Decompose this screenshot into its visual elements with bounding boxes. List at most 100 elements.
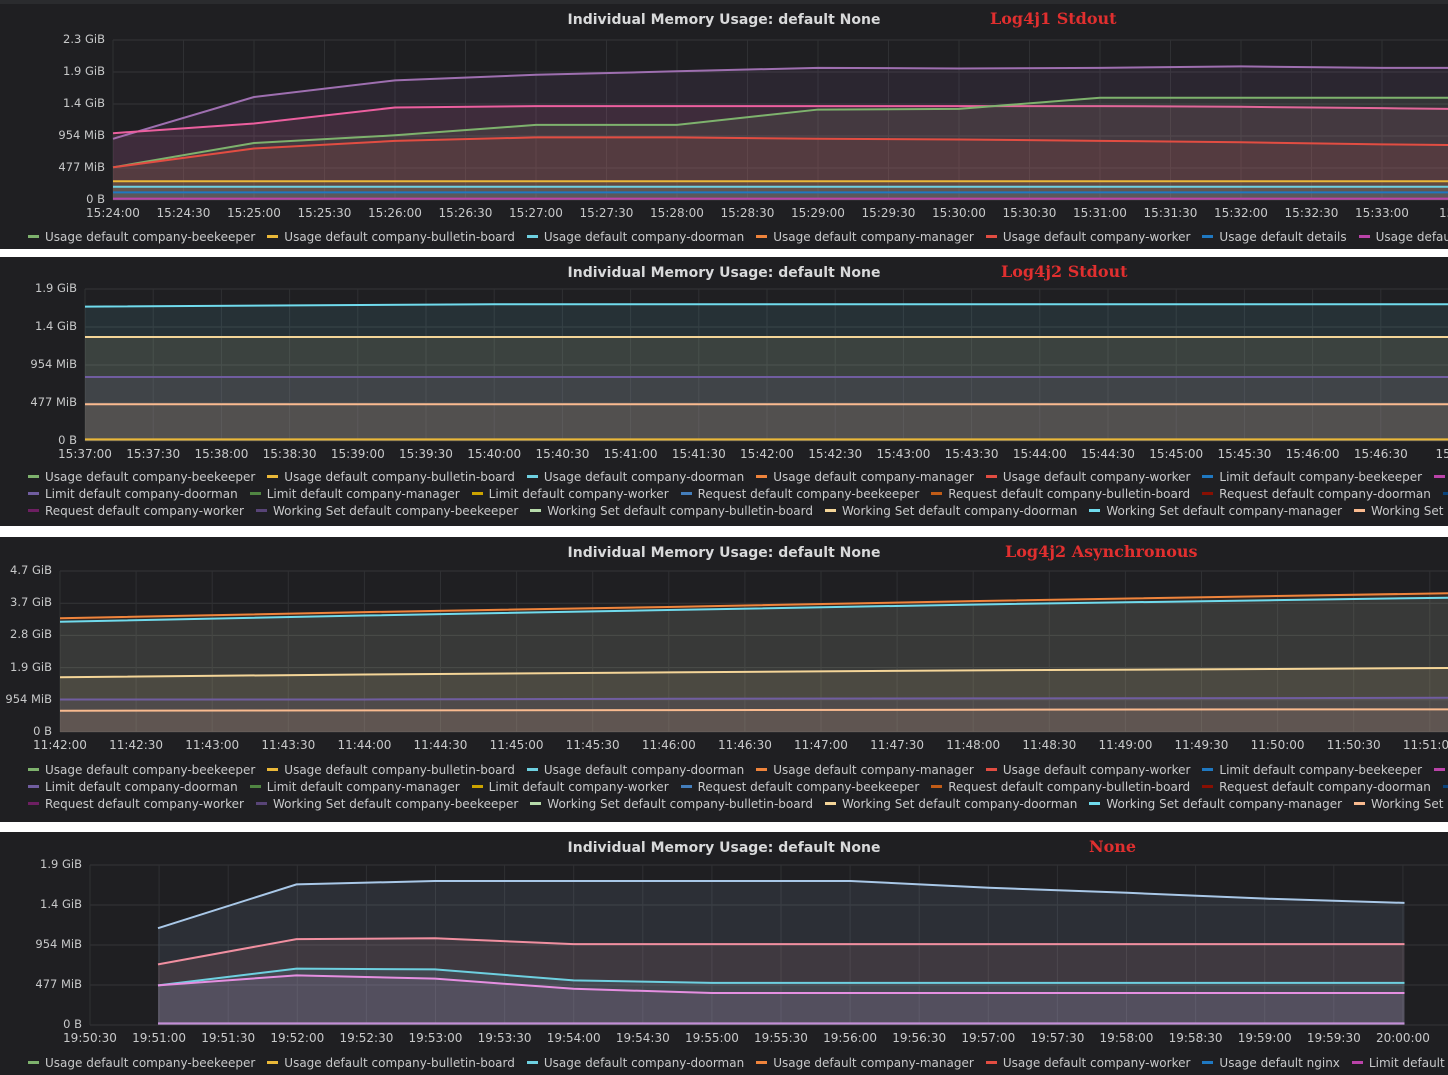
- series-line: [112, 105, 1448, 135]
- legend-swatch: [824, 509, 836, 512]
- legend-item[interactable]: Usage default nginx: [1202, 1056, 1340, 1070]
- legend-item[interactable]: Limit default company-manager: [249, 780, 460, 794]
- panel-title: Individual Memory Usage: default None: [567, 265, 881, 281]
- legend-item[interactable]: Usage default company-beekeeper: [28, 763, 255, 777]
- legend-label: Limit default company-beekeeper: [1219, 470, 1423, 484]
- legend-item[interactable]: Working Set default company-bulletin-boa…: [530, 504, 813, 518]
- legend-label: Usage default company-bulletin-board: [284, 470, 515, 484]
- legend-item[interactable]: Limit default company-beekeeper: [1202, 470, 1422, 484]
- legend-item[interactable]: Usage default company-bulletin-board: [267, 763, 515, 777]
- legend-item[interactable]: Request default company-beekeeper: [680, 780, 919, 794]
- legend-item[interactable]: Usage default company-bulletin-board: [267, 470, 515, 484]
- legend-swatch: [680, 492, 692, 495]
- legend-item[interactable]: Usage default company-beekeeper: [28, 1056, 255, 1070]
- legend-swatch: [1089, 509, 1101, 512]
- legend-item[interactable]: Request default company-doorman: [1202, 780, 1431, 794]
- legend-item[interactable]: Request default company-doorman: [1202, 487, 1431, 501]
- x-tick-label: 15:4: [1435, 447, 1448, 461]
- legend-item[interactable]: Usage default company-manager: [756, 470, 974, 484]
- series-line: [59, 592, 1448, 620]
- legend-item[interactable]: Limit default company-manager: [249, 487, 460, 501]
- y-tick-label: 954 MiB: [35, 937, 82, 951]
- legend-item[interactable]: Request default com: [1442, 780, 1448, 794]
- series-line: [60, 696, 1448, 701]
- legend-item[interactable]: Usage default company-doorman: [526, 763, 744, 777]
- x-tick-label: 11:43:00: [185, 738, 240, 752]
- legend-item[interactable]: Usage default company-beekeeper: [28, 470, 255, 484]
- legend-item[interactable]: Usage default company-worker: [985, 230, 1190, 244]
- legend-item[interactable]: Request default company-worker: [28, 504, 244, 518]
- y-tick-label: 4.7 GiB: [10, 563, 52, 577]
- legend-swatch: [1434, 768, 1446, 771]
- legend-item[interactable]: Usage default company-doorman: [526, 470, 744, 484]
- legend-item[interactable]: Working Set default company-bulletin-boa…: [530, 797, 813, 811]
- legend-item[interactable]: Usage default discovery: [1358, 230, 1448, 244]
- x-tick-label: 11:51:00: [1402, 738, 1448, 752]
- legend-item[interactable]: Limit default company: [1434, 763, 1448, 777]
- legend-label: Usage default company-worker: [1002, 470, 1191, 484]
- legend-item[interactable]: Limit default company-worker: [471, 487, 669, 501]
- panel-title: Individual Memory Usage: default None: [567, 545, 881, 561]
- legend-item[interactable]: Limit default company-bu: [1434, 470, 1448, 484]
- x-tick-label: 11:47:30: [870, 738, 925, 752]
- y-tick-label: 954 MiB: [5, 691, 52, 706]
- x-tick-label: 11:44:00: [337, 738, 392, 752]
- legend-item[interactable]: Request default company-worker: [28, 797, 244, 811]
- panel-log4j2-asynchronous: Individual Memory Usage: default None Lo…: [0, 537, 1448, 822]
- legend-item[interactable]: Request default compar: [1442, 487, 1448, 501]
- legend-item[interactable]: Usage default company-doorman: [526, 230, 744, 244]
- legend-item[interactable]: Working Set default company-worker: [1354, 504, 1448, 518]
- legend-item[interactable]: Working Set default company-doorman: [824, 504, 1077, 518]
- legend-item[interactable]: Usage default company-worker: [985, 763, 1190, 777]
- legend-swatch: [249, 785, 261, 788]
- legend-swatch: [255, 802, 267, 805]
- y-tick-label: 2.3 GiB: [63, 32, 105, 46]
- legend-item[interactable]: Limit default company-doorman: [28, 780, 238, 794]
- legend-item[interactable]: Usage default details: [1202, 230, 1347, 244]
- series-area: [85, 304, 1448, 441]
- legend-item[interactable]: Usage default company-bulletin-board: [267, 230, 515, 244]
- x-tick-label: 15:32:00: [1214, 206, 1268, 220]
- legend-label: Limit default company-worker: [488, 487, 669, 501]
- chart-plot: [84, 288, 1448, 442]
- series-area: [60, 697, 1448, 732]
- legend-swatch: [1202, 1061, 1214, 1064]
- legend-item[interactable]: Usage default company-worker: [985, 1056, 1190, 1070]
- legend-item[interactable]: Limit default company-beekeeper: [1351, 1056, 1448, 1070]
- legend-swatch: [931, 492, 943, 495]
- legend-item[interactable]: Working Set default company-doorman: [824, 797, 1077, 811]
- legend-item[interactable]: Usage default company-worker: [985, 470, 1191, 484]
- legend-item[interactable]: Working Set default company-beekeeper: [255, 797, 518, 811]
- legend-item[interactable]: Usage default company-beekeeper: [28, 230, 255, 244]
- legend-item[interactable]: Limit default company-doorman: [28, 487, 238, 501]
- series-area: [85, 377, 1448, 441]
- chart-legend: Usage default company-beekeeper Usage def…: [28, 470, 1448, 521]
- chart-plot: [112, 39, 1448, 201]
- x-tick-label: 15:25:30: [297, 206, 352, 220]
- y-tick-label: 954 MiB: [30, 357, 77, 371]
- legend-item[interactable]: Limit default company-worker: [471, 780, 669, 794]
- legend-swatch: [1202, 492, 1214, 495]
- legend-swatch: [530, 509, 542, 512]
- x-tick-label: 15:37:30: [126, 447, 181, 461]
- series-line: [157, 937, 1405, 966]
- legend-item[interactable]: Working Set default company-manager: [1089, 797, 1342, 811]
- legend-item[interactable]: Usage default company-bulletin-board: [267, 1056, 515, 1070]
- legend-label: Usage default company-bulletin-board: [284, 1056, 515, 1070]
- legend-label: Usage default discovery: [1375, 230, 1448, 244]
- legend-item[interactable]: Usage default company-manager: [756, 763, 974, 777]
- legend-item[interactable]: Usage default company-manager: [756, 230, 974, 244]
- legend-item[interactable]: Working Set default company-worke: [1354, 797, 1448, 811]
- legend-item[interactable]: Working Set default company-beekeeper: [255, 504, 518, 518]
- legend-item[interactable]: Limit default company-beekeeper: [1202, 763, 1422, 777]
- legend-item[interactable]: Usage default company-doorman: [526, 1056, 744, 1070]
- y-tick-label: 2.8 GiB: [10, 627, 52, 642]
- legend-item[interactable]: Request default company-beekeeper: [680, 487, 919, 501]
- legend-item[interactable]: Working Set default company-manager: [1089, 504, 1342, 518]
- legend-swatch: [28, 785, 39, 788]
- legend-item[interactable]: Usage default company-manager: [756, 1056, 974, 1070]
- legend-item[interactable]: Request default company-bulletin-board: [931, 780, 1190, 794]
- legend-item[interactable]: Request default company-bulletin-board: [931, 487, 1190, 501]
- legend-swatch: [1202, 235, 1214, 238]
- x-tick-label: 15:45:00: [1149, 447, 1204, 461]
